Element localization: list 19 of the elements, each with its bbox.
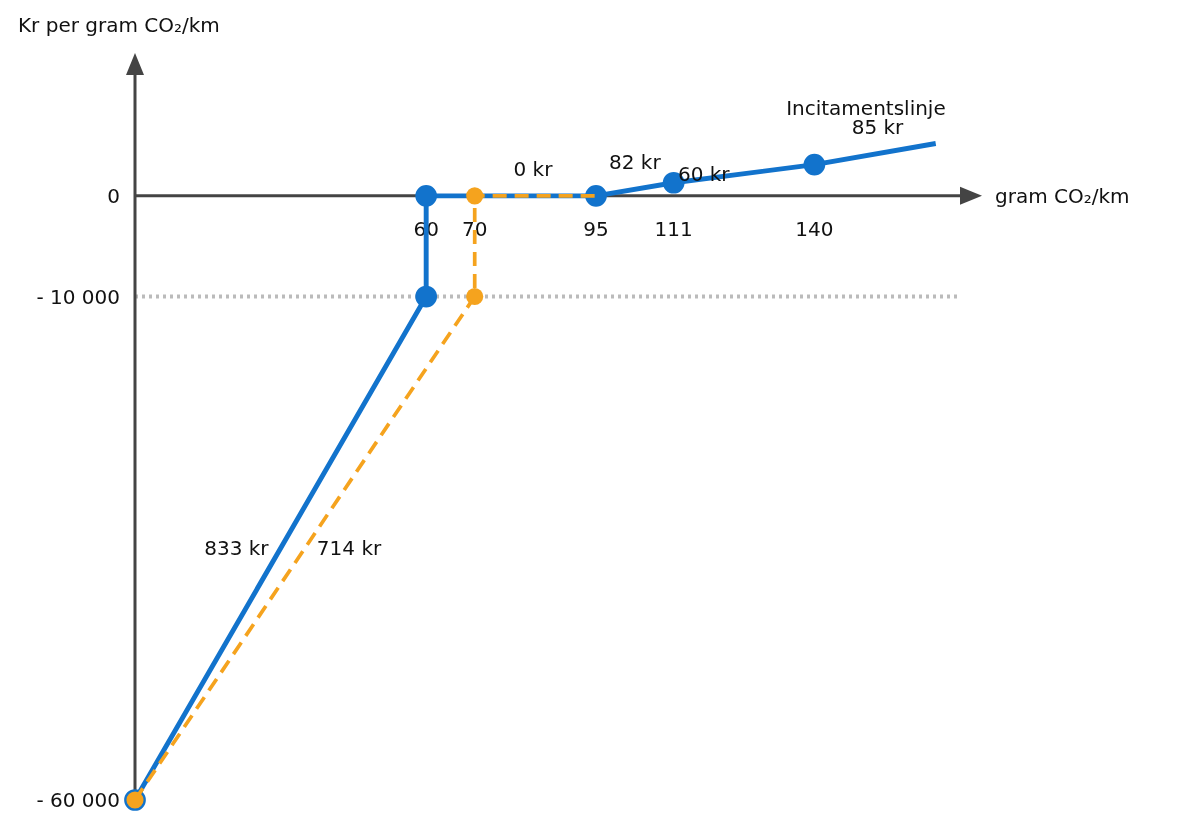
x-tick-label: 70	[461, 216, 488, 241]
annotation: 714 kr	[316, 536, 382, 561]
annotation: 833 kr	[204, 536, 270, 561]
point	[466, 287, 484, 306]
annotation: 85 kr	[851, 114, 905, 139]
point	[466, 187, 484, 205]
x-tick-label: 111	[654, 216, 693, 241]
y-axis-title: Kr per gram CO₂/km	[18, 13, 220, 37]
annotation: 82 kr	[609, 150, 662, 175]
point	[415, 185, 438, 207]
point	[415, 285, 438, 308]
annotation: 0 kr	[513, 156, 554, 181]
point	[803, 153, 826, 176]
x-axis-title: gram CO₂/km	[995, 183, 1130, 208]
y-tick-label: 0	[107, 183, 120, 208]
y-tick-label: - 60 000	[36, 788, 120, 812]
x-tick-label: 140	[795, 216, 834, 241]
x-tick-label: 95	[583, 216, 609, 241]
y-tick-label: - 10 000	[36, 284, 120, 309]
